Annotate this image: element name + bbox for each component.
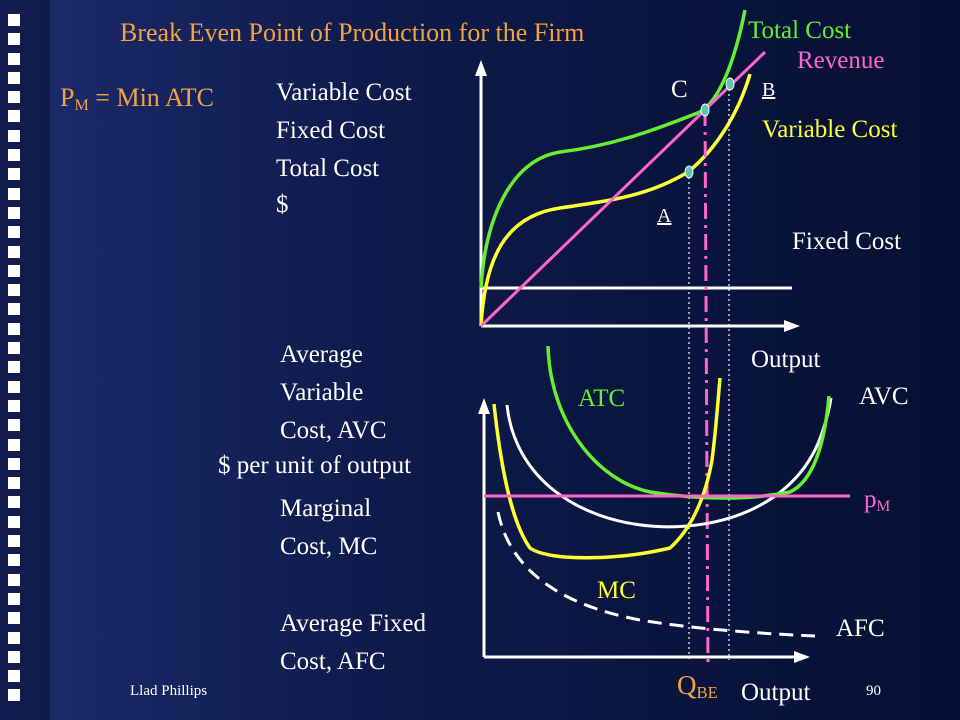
lower-y-arrow: [478, 398, 490, 414]
slide-title: Break Even Point of Production for the F…: [120, 18, 585, 47]
fixed-cost-label: Fixed Cost: [792, 228, 902, 255]
afc-curve: [496, 511, 816, 638]
pm-min-atc-label: PM = Min ATC: [60, 83, 214, 114]
afc-label: AFC: [836, 615, 885, 642]
point-b-label: B: [762, 79, 776, 101]
avc-label: AVC: [859, 383, 909, 410]
lower-ylabel-cost-avc: Cost, AVC: [280, 417, 387, 444]
upper-x-arrow: [784, 320, 800, 332]
point-a-label: A: [657, 205, 672, 227]
total-cost-curve: [479, 9, 747, 289]
upper-xlabel-output: Output: [751, 346, 821, 373]
upper-y-arrow: [475, 60, 487, 76]
point-b-marker: [725, 77, 735, 91]
lower-axes: [482, 408, 800, 659]
lower-ylabel-variable: Variable: [280, 379, 364, 406]
lower-ylabel-cost-afc: Cost, AFC: [280, 648, 386, 675]
mc-label: MC: [597, 577, 636, 604]
lower-ylabel-marginal: Marginal: [280, 495, 372, 522]
qbe-label: QBE: [677, 670, 718, 702]
revenue-label: Revenue: [797, 47, 885, 74]
mc-curve: [492, 377, 722, 560]
qbe-line: [703, 109, 710, 669]
lower-ylabel-per-unit: $ per unit of output: [218, 452, 412, 479]
avc-curve: [505, 397, 833, 529]
atc-label: ATC: [578, 385, 626, 412]
total-cost-label: Total Cost: [748, 17, 852, 44]
upper-ylabel-total-cost: Total Cost: [276, 155, 380, 182]
lower-x-arrow: [794, 651, 810, 663]
lower-ylabel-cost-mc: Cost, MC: [280, 533, 378, 560]
point-c-label: C: [671, 76, 688, 103]
variable-cost-label: Variable Cost: [762, 116, 898, 143]
footer-author: Llad Phillips: [130, 683, 208, 699]
upper-ylabel-variable-cost: Variable Cost: [276, 79, 412, 106]
page-number: 90: [866, 683, 881, 699]
lower-ylabel-average-fixed: Average Fixed: [280, 610, 427, 637]
lower-ylabel-average: Average: [280, 341, 363, 368]
pm-line-label: pM: [864, 486, 891, 515]
upper-ylabel-fixed-cost: Fixed Cost: [276, 117, 386, 144]
lower-xlabel-output: Output: [741, 679, 811, 706]
point-bep-marker: [700, 103, 710, 117]
decorative-square-column: [8, 14, 28, 709]
revenue-line: [479, 50, 767, 328]
point-a-marker: [684, 165, 694, 179]
upper-ylabel-dollar: $: [276, 191, 289, 218]
